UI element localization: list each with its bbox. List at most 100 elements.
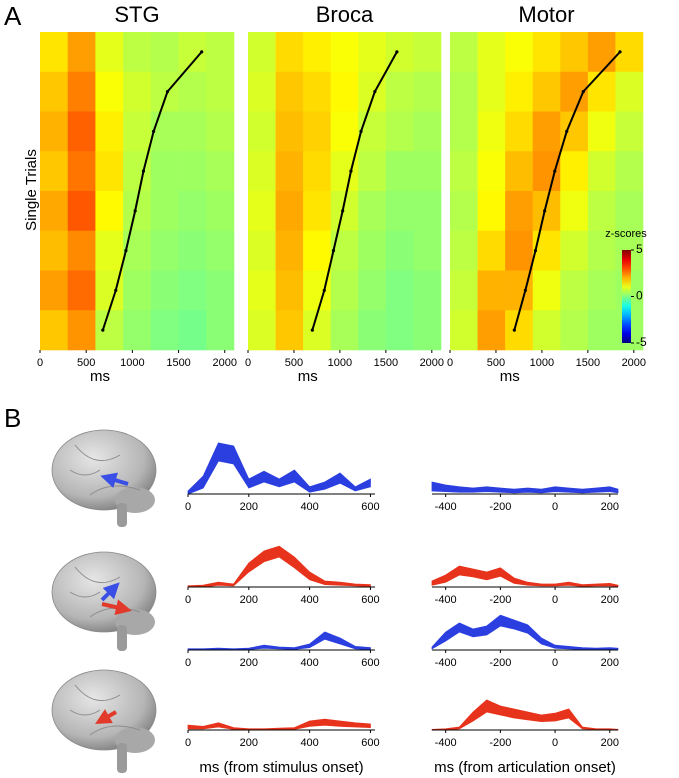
- heat-cell: [248, 32, 276, 73]
- x-tick-label: 200: [601, 594, 619, 606]
- x-tick-label: 500: [487, 357, 505, 369]
- heat-cell: [303, 71, 332, 112]
- x-tick-label: 2000: [213, 357, 237, 369]
- brain-icon: [51, 669, 157, 773]
- heat-cell: [413, 191, 442, 232]
- heat-cell: [303, 191, 332, 232]
- heat-cell: [178, 230, 207, 271]
- heat-cell: [150, 310, 179, 351]
- heat-cell: [450, 32, 478, 73]
- heat-cell: [505, 32, 534, 73]
- heat-cell: [303, 32, 332, 73]
- heat-cell: [248, 71, 276, 112]
- heat-cell: [532, 111, 561, 152]
- colorbar-label: z-scores: [605, 228, 647, 240]
- chart-title: Motor: [518, 2, 574, 27]
- heat-cell: [587, 230, 616, 271]
- heat-cell: [275, 71, 304, 112]
- heat-cell: [532, 270, 561, 311]
- heat-cell: [413, 310, 442, 351]
- heat-cell: [123, 310, 152, 351]
- x-tick-label: 0: [185, 501, 191, 513]
- x-axis-label: ms: [500, 368, 520, 385]
- heat-cell: [95, 32, 124, 73]
- x-tick-label: 500: [77, 357, 95, 369]
- band-area: [187, 545, 371, 588]
- x-tick-label: 600: [361, 737, 379, 749]
- heat-cell: [358, 32, 387, 73]
- heat-cell: [450, 191, 478, 232]
- chart-title: STG: [114, 2, 159, 27]
- heat-cell: [413, 111, 442, 152]
- heat-cell: [358, 151, 387, 192]
- rt-point: [310, 328, 314, 332]
- x-axis-label: ms (from articulation onset): [434, 759, 616, 776]
- heat-cell: [275, 111, 304, 152]
- x-tick-label: 200: [601, 657, 619, 669]
- heat-cell: [505, 111, 534, 152]
- heat-cell: [413, 71, 442, 112]
- x-tick-label: 0: [552, 737, 558, 749]
- heat-cell: [150, 32, 179, 73]
- x-tick-label: 2000: [420, 357, 444, 369]
- heat-cell: [248, 151, 276, 192]
- heat-cell: [385, 191, 414, 232]
- heat-cell: [275, 191, 304, 232]
- heat-cell: [123, 71, 152, 112]
- heat-cell: [330, 32, 359, 73]
- rt-point: [359, 129, 363, 133]
- brain-icon: [51, 429, 157, 527]
- heat-cell: [358, 310, 387, 351]
- band-area: [187, 442, 371, 495]
- heat-cell: [532, 71, 561, 112]
- chart-title: Broca: [316, 2, 374, 27]
- heat-cell: [40, 111, 69, 152]
- heat-cell: [248, 270, 276, 311]
- heat-cell: [358, 230, 387, 271]
- rt-point: [373, 90, 377, 94]
- x-tick-label: 0: [447, 357, 453, 369]
- rt-point: [114, 288, 118, 292]
- heat-cell: [615, 151, 644, 192]
- x-axis-label: ms (from stimulus onset): [199, 759, 363, 776]
- rt-curve: [513, 51, 621, 331]
- x-tick-label: 200: [601, 737, 619, 749]
- heat-cell: [248, 230, 276, 271]
- heat-cell: [532, 151, 561, 192]
- x-tick-label: -400: [435, 501, 457, 513]
- x-tick-label: 200: [240, 737, 258, 749]
- x-tick-label: 1000: [120, 357, 144, 369]
- colorbar-tick-label: 0: [636, 289, 643, 303]
- rt-point: [101, 328, 105, 332]
- x-tick-label: 1500: [576, 357, 600, 369]
- heat-cell: [505, 71, 534, 112]
- heat-cell: [413, 151, 442, 192]
- heat-cell: [615, 191, 644, 232]
- heat-cell: [560, 191, 589, 232]
- heat-cell: [67, 230, 96, 271]
- heat-cell: [275, 230, 304, 271]
- rt-curve: [101, 51, 203, 331]
- rt-point: [349, 169, 353, 173]
- heat-cell: [275, 310, 304, 351]
- heat-cell: [95, 151, 124, 192]
- x-tick-label: -400: [435, 594, 457, 606]
- x-tick-label: 0: [37, 357, 43, 369]
- x-tick-label: 500: [285, 357, 303, 369]
- heat-cell: [95, 230, 124, 271]
- heat-cell: [505, 230, 534, 271]
- x-tick-label: 400: [300, 594, 318, 606]
- heat-cell: [385, 71, 414, 112]
- heat-cell: [560, 151, 589, 192]
- x-axis-label: ms: [298, 368, 318, 385]
- heat-cell: [587, 151, 616, 192]
- heat-cell: [413, 230, 442, 271]
- heat-cell: [477, 151, 506, 192]
- band-area: [431, 565, 619, 587]
- heat-cell: [532, 230, 561, 271]
- x-tick-label: -400: [435, 657, 457, 669]
- rt-point: [581, 90, 585, 94]
- heat-cell: [385, 270, 414, 311]
- heat-cell: [40, 310, 69, 351]
- rt-point: [124, 249, 128, 253]
